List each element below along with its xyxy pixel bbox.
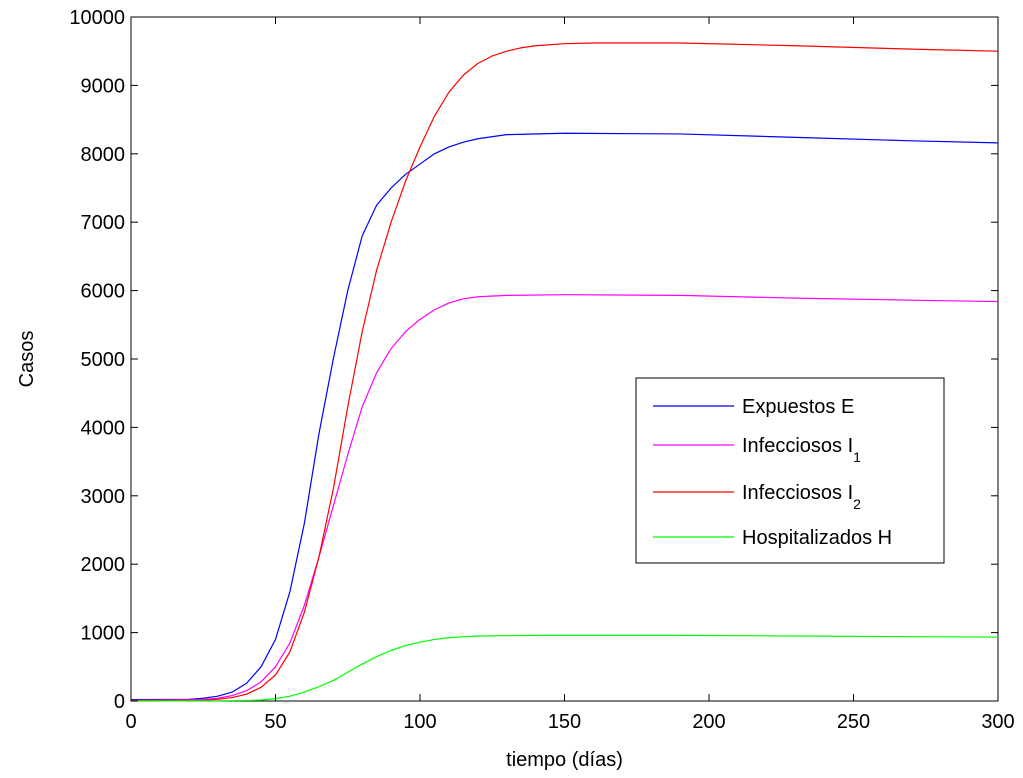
x-tick-label: 300 — [981, 711, 1014, 733]
x-tick-label: 50 — [264, 711, 286, 733]
ticks-group: 0 50 100 150 200 250 3000100020003000400050006… — [69, 7, 1014, 733]
y-tick-label: 3000 — [81, 486, 126, 508]
y-tick-label: 2000 — [81, 554, 126, 576]
x-tick-label: 250 — [837, 711, 870, 733]
y-tick-label: 1000 — [81, 623, 126, 645]
y-tick-label: 8000 — [81, 144, 126, 166]
y-tick-label: 6000 — [81, 281, 126, 303]
x-tick-label: 150 — [548, 711, 581, 733]
series-line-3 — [130, 42, 999, 702]
series-group — [130, 42, 999, 702]
x-tick-label: 200 — [692, 711, 725, 733]
axes-frame — [130, 16, 999, 702]
legend-label-subscript: 1 — [853, 449, 861, 465]
plot-area-border — [130, 16, 999, 702]
legend-box — [635, 377, 945, 564]
y-axis-title: Casos — [16, 331, 38, 388]
y-tick-label: 9000 — [81, 75, 126, 97]
legend-label-subscript: 2 — [853, 496, 861, 512]
y-tick-label: 10000 — [69, 7, 125, 29]
y-tick-label: 4000 — [81, 417, 126, 439]
legend-label-1: Expuestos E — [742, 396, 854, 418]
series-line-2 — [130, 294, 999, 701]
legend-label-4: Hospitalizados H — [742, 527, 892, 549]
x-tick-label: 0 — [125, 711, 136, 733]
y-tick-label: 0 — [114, 691, 125, 713]
x-tick-label: 100 — [403, 711, 436, 733]
x-axis-title: tiempo (días) — [506, 749, 623, 771]
series-line-4 — [130, 634, 999, 702]
y-tick-label: 7000 — [81, 212, 126, 234]
y-tick-label: 5000 — [81, 349, 126, 371]
series-line-1 — [130, 132, 999, 701]
